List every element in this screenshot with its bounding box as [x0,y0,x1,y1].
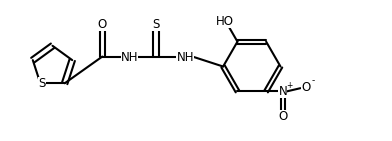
Text: NH: NH [121,51,138,64]
Text: S: S [38,77,45,90]
Text: O: O [98,18,107,31]
Text: O: O [301,81,310,94]
Text: S: S [152,18,160,31]
Text: -: - [312,77,315,85]
Text: NH: NH [176,51,194,64]
Text: O: O [278,110,287,123]
Text: N: N [279,85,287,98]
Text: HO: HO [216,15,234,28]
Text: +: + [286,81,292,90]
